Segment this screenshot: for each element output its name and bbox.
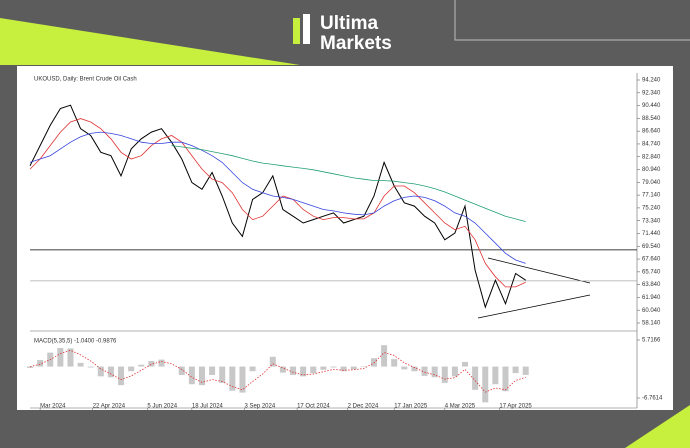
y-tick-label: 92.340 [642,90,661,96]
histogram-bar [188,366,195,385]
histogram-bar [148,360,155,367]
y-tick-label: 5.7166 [642,338,661,344]
y-tick-label: 84.740 [642,142,661,148]
histogram-bar [229,366,236,391]
y-tick-label: 71.440 [642,231,661,237]
histogram-bar [290,366,297,375]
histogram-bar [340,366,347,372]
y-tick-label: 79.040 [642,180,661,186]
accent-stripe [0,18,300,65]
series-line [171,145,526,222]
histogram-bar [209,366,216,375]
accent-corner [625,405,690,448]
y-tick-label: 61.940 [642,295,661,301]
histogram-bar [57,347,64,367]
y-tick-label: 75.240 [642,205,661,211]
histogram-bar [239,366,246,393]
macd-title: MACD(5,35,5) -1.0400 -0.9876 [34,339,117,345]
histogram-bar [391,359,398,367]
y-tick-label: 86.640 [642,129,661,135]
histogram-bar [522,366,529,375]
y-tick-label: 60.040 [642,308,661,314]
y-tick-label: 90.440 [642,103,661,109]
series-line [29,104,526,309]
y-tick-label: 80.940 [642,167,661,173]
histogram-bar [421,366,428,376]
histogram-bar [67,348,74,367]
histogram-bar [381,345,388,367]
logo: Ultima Markets [293,13,392,54]
histogram-bar [128,366,135,372]
x-tick-label: 22 Apr 2024 [93,404,126,410]
x-tick-label: 2 Dec 2024 [348,404,379,410]
histogram-bar [502,366,509,392]
histogram-bar [472,366,479,390]
histogram-bar [269,356,276,367]
y-tick-label: 88.540 [642,116,661,122]
histogram-bar [441,366,448,383]
brand-line1: Ultima [320,13,379,34]
chart-title: UKOUSD, Daily: Brent Crude Oil Cash [34,77,137,83]
histogram-bar [27,366,33,368]
histogram-bar [330,366,337,368]
histogram-bar [37,360,44,367]
brand-line2: Markets [320,33,392,54]
histogram-bar [411,366,418,372]
x-tick-label: Mar 2024 [40,404,66,410]
y-tick-label: 77.140 [642,193,661,199]
x-tick-label: 17 Apr 2025 [499,404,532,410]
histogram-bar [482,366,489,403]
x-tick-label: 18 Jul 2024 [192,404,224,410]
x-tick-label: 4 Mar 2025 [445,404,476,410]
histogram-bar [77,362,84,367]
histogram-bar [451,366,458,377]
histogram-bar [249,366,256,372]
x-tick-label: 5 Jun 2024 [147,404,177,410]
histogram-bar [300,366,307,377]
histogram-bar [118,366,125,386]
histogram-bar [431,366,438,378]
chart-panel [17,66,673,410]
y-tick-label: 67.640 [642,257,661,263]
y-tick-label: 58.140 [642,321,661,327]
histogram-bar [138,364,145,367]
series-line [29,118,526,288]
histogram-bar [492,366,499,385]
frame-line [454,0,690,41]
y-tick-label: 73.340 [642,218,661,224]
histogram-bar [462,361,469,367]
histogram-bar [178,366,185,375]
histogram-bar [219,366,226,383]
y-tick-label: 82.840 [642,154,661,160]
histogram-bar [320,366,327,370]
logo-bar [293,18,300,44]
y-tick-label: 65.740 [642,269,661,275]
histogram-bar [512,366,519,374]
trend-line [477,294,591,319]
y-tick-label: 63.840 [642,282,661,288]
histogram-bar [350,366,357,370]
histogram-bar [87,366,94,368]
histogram-bar [279,366,286,373]
logo-bar [303,14,310,44]
histogram-bar [97,366,104,377]
histogram-bar [107,366,114,378]
histogram-bar [198,366,205,386]
histogram-bar [401,366,408,370]
histogram-bar [310,366,317,374]
x-tick-label: 3 Sep 2024 [244,404,275,410]
trend-line [487,257,591,284]
y-tick-label: 94.240 [642,78,661,84]
series-line [29,131,526,264]
y-tick-label: 69.540 [642,244,661,250]
x-tick-label: 17 Jan 2025 [394,404,428,410]
y-tick-label: -6.7614 [642,396,663,402]
x-tick-label: 17 Oct 2024 [297,404,330,410]
histogram-bar [158,359,165,367]
